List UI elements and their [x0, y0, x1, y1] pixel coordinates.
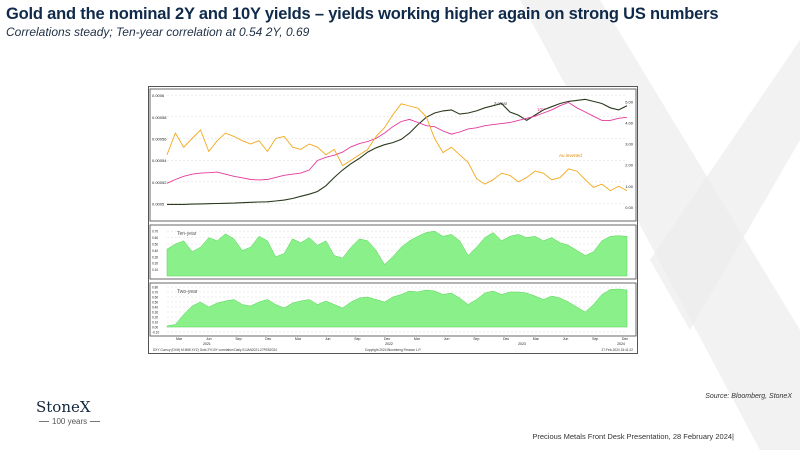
bloomberg-chart: 0.0006 0.00058 0.00056 0.00054 0.00052 0.0005… [148, 86, 638, 354]
series-line-au-inverted [166, 103, 628, 192]
area-tick-label: 0.30 [152, 311, 158, 315]
footer-text: Precious Metals Front Desk Presentation,… [532, 432, 734, 441]
series-annotation: Au inverted [559, 153, 582, 158]
series-line-2-year [167, 98, 628, 205]
x-month-tick-label: Dec [384, 337, 390, 341]
top-right-tick-label: 5.00 [625, 99, 634, 104]
area-tick-label: 0.20 [152, 262, 158, 266]
logo-sub-text: 100 years [52, 417, 88, 426]
x-month-tick-label: Dec [622, 337, 628, 341]
x-year-tick-label: 2024 [617, 342, 625, 346]
x-year-tick-label: 2021 [203, 342, 211, 346]
area-tick-label: 0.10 [152, 268, 158, 272]
x-month-tick-label: Dec [503, 337, 509, 341]
x-month-tick-label: Mar [295, 337, 302, 341]
top-right-tick-label: 4.00 [625, 121, 634, 126]
x-month-tick-label: Sep [473, 337, 479, 341]
x-month-tick-label: Mar [414, 337, 421, 341]
top-left-tick-label: 0.00056 [152, 137, 167, 142]
area-tick-label: 0.00 [152, 326, 158, 330]
top-left-tick-label: 0.0006 [152, 93, 165, 98]
series-annotation: 2-Year [494, 101, 508, 106]
area-tick-label: 0.70 [152, 291, 158, 295]
correlation-area-1 [166, 230, 628, 277]
area-tick-label: 0.30 [152, 255, 158, 259]
slide-title: Gold and the nominal 2Y and 10Y yields –… [6, 5, 719, 23]
series-line-10y [166, 101, 628, 184]
x-month-tick-label: Sep [354, 337, 360, 341]
x-month-tick-label: Dec [265, 337, 271, 341]
logo-tagline: 100 years [36, 417, 103, 426]
x-month-tick-label: Jun [325, 337, 331, 341]
x-month-tick-label: Jun [444, 337, 450, 341]
top-right-tick-label: 2.00 [625, 163, 634, 168]
terminal-footer-center: Copyright 2024 Bloomberg Finance L.P. [365, 348, 421, 352]
x-month-tick-label: Sep [235, 337, 241, 341]
area-tick-label: 0.40 [152, 306, 158, 310]
panel-border-2 [149, 282, 637, 337]
chart-canvas: 0.0006 0.00058 0.00056 0.00054 0.00052 0.0005… [149, 88, 637, 352]
panel-border-0 [149, 88, 637, 222]
area-tick-label: 0.60 [152, 296, 158, 300]
top-right-tick-label: 0.00 [625, 205, 634, 210]
watermark-stroke-b [650, 40, 800, 330]
area-tick-label: 0.60 [152, 236, 158, 240]
x-year-tick-label: 2023 [518, 342, 526, 346]
panel-border-1 [149, 224, 637, 280]
area-tick-label: 0.10 [152, 321, 158, 325]
stonex-logo: StoneX 100 years [36, 398, 103, 426]
area-tick-label: 0.50 [152, 301, 158, 305]
terminal-footer-left: DXY Curncy (DXH) M Mit5 XYZ) Gold 2Y/10Y… [153, 348, 277, 352]
x-year-tick-label: 2022 [385, 342, 393, 346]
top-right-tick-label: 3.00 [625, 142, 634, 147]
logo-name: StoneX [36, 398, 91, 416]
x-month-tick-label: Sep [592, 337, 598, 341]
top-left-tick-label: 0.0005 [152, 202, 165, 207]
terminal-footer-right: 27-Feb-2024 15:41:22 [601, 348, 633, 352]
x-month-tick-label: Jun [563, 337, 569, 341]
top-left-tick-label: 0.00058 [152, 115, 167, 120]
top-left-tick-label: 0.00052 [152, 180, 167, 185]
correlation-area-2 [166, 288, 628, 328]
x-month-tick-label: Mar [176, 337, 183, 341]
top-right-tick-label: 1.00 [625, 184, 634, 189]
panel-label: Two-year [177, 289, 198, 295]
panel-label: Ten-year [177, 231, 197, 237]
area-tick-label: 0.50 [152, 243, 158, 247]
x-month-tick-label: Mar [533, 337, 540, 341]
area-tick-label: 0.20 [152, 316, 158, 320]
source-note: Source: Bloomberg, StoneX [705, 393, 792, 400]
area-tick-label: 0.80 [152, 286, 158, 290]
area-tick-label: 0.70 [152, 230, 158, 234]
slide-subtitle: Correlations steady; Ten-year correlatio… [6, 25, 310, 39]
area-tick-label: -0.10 [152, 331, 159, 335]
series-annotation: 10Y [537, 107, 545, 112]
area-tick-label: 0.40 [152, 249, 158, 253]
x-month-tick-label: Jun [206, 337, 212, 341]
top-left-tick-label: 0.00054 [152, 158, 167, 163]
